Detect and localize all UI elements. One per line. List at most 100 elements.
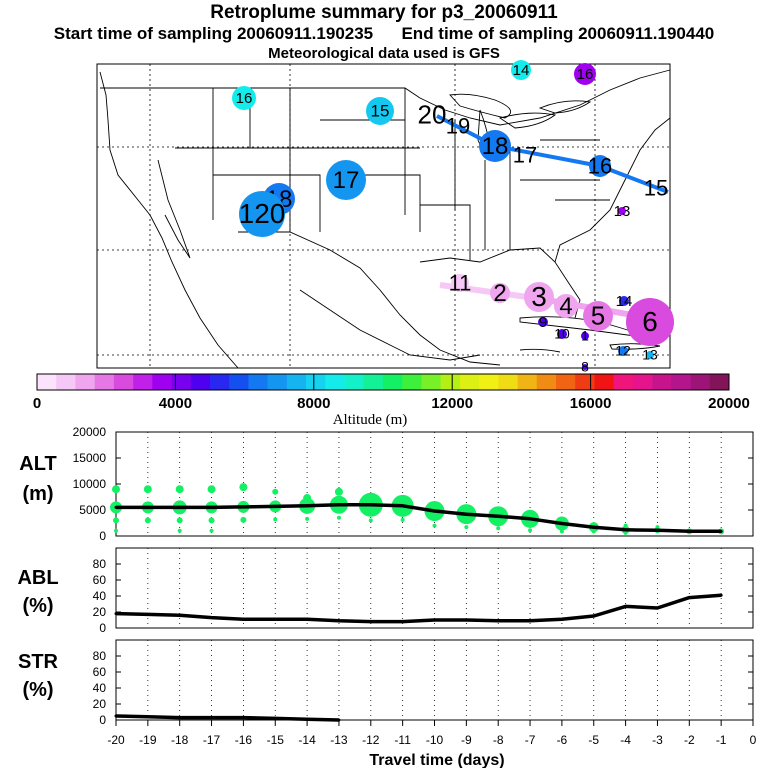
altitude-scatter-point	[368, 518, 373, 523]
y-tick-label: 20	[93, 605, 107, 619]
x-tick-label: -16	[235, 733, 253, 747]
plume-circle	[538, 317, 548, 327]
series-point	[719, 529, 723, 533]
y-tick-label: 60	[93, 573, 107, 587]
x-tick-label: 0	[750, 733, 757, 747]
altitude-scatter-point	[334, 487, 343, 496]
plume-day-label: 14	[616, 293, 633, 310]
plume-circle	[524, 282, 554, 312]
chart-title: Retroplume summary for p3_20060911	[210, 2, 558, 23]
time-series-panels: 0 5000 10000 15000 20000 ALT (m) 0 20 40 60 80 ABL (%…	[17, 425, 754, 727]
plume-day-label: 4	[559, 293, 572, 320]
plume-marker: 2	[490, 280, 510, 307]
plume-day-label: 3	[531, 281, 547, 312]
colorbar-cell	[459, 374, 480, 390]
series-point	[401, 504, 405, 508]
colorbar-cell	[402, 374, 422, 390]
plume-marker: 14	[616, 293, 633, 310]
plume-day-label: 2	[493, 280, 506, 307]
plume-day-label: 20	[418, 100, 447, 130]
altitude-scatter-point	[464, 525, 469, 530]
y-tick-label: 60	[93, 665, 107, 679]
series-point	[146, 505, 150, 509]
y-tick-label: 0	[99, 621, 106, 635]
plume-day-label: 6	[642, 306, 658, 337]
plume-day-label: 11	[449, 270, 472, 295]
altitude-scatter-point	[623, 530, 628, 535]
colorbar-cell	[363, 374, 384, 390]
x-tick-label: -19	[139, 733, 157, 747]
series-point	[369, 503, 373, 507]
panel-ylabel: STR	[18, 651, 59, 673]
series-point	[624, 604, 628, 608]
colorbar-cell	[248, 374, 268, 390]
plume-day-label: 15	[371, 102, 390, 121]
colorbar-cell	[325, 374, 345, 390]
series-point	[719, 593, 723, 597]
x-tick-label: -6	[557, 733, 568, 747]
plume-circle	[626, 298, 674, 346]
x-tick-label: -11	[394, 733, 411, 747]
plume-marker: 17	[513, 142, 537, 167]
colorbar-cell	[652, 374, 672, 390]
altitude-scatter-point	[432, 523, 437, 528]
plume-day-label: 12	[615, 343, 631, 359]
series-line	[115, 593, 722, 624]
y-tick-label: 10000	[73, 477, 107, 491]
x-tick-label: -15	[267, 733, 285, 747]
colorbar-cell	[479, 374, 499, 390]
plume-day-label: 18	[482, 133, 509, 160]
series-point	[528, 619, 532, 623]
plume-circle	[574, 63, 596, 85]
plume-circle	[232, 86, 256, 110]
series-point	[114, 612, 118, 616]
colorbar-cell	[671, 374, 691, 390]
colorbar-tick-label: 12000	[431, 395, 473, 412]
plume-circle	[479, 130, 511, 162]
colorbar-tick-label: 4000	[159, 395, 192, 412]
series-point	[592, 525, 596, 529]
colorbar-cell	[440, 374, 461, 390]
colorbar-cell	[229, 374, 249, 390]
colorbar-cell	[344, 374, 365, 390]
colorbar-cell	[210, 374, 230, 390]
plume-marker: 8	[581, 359, 589, 375]
colorbar-cell	[690, 374, 711, 390]
altitude-scatter-point	[305, 516, 310, 521]
plume-circle	[511, 60, 531, 80]
y-tick-label: 0	[99, 529, 106, 543]
colorbar-cell	[383, 374, 403, 390]
plume-circle	[554, 294, 578, 318]
plume-marker: 12	[615, 343, 631, 359]
plume-marker: 14	[511, 60, 531, 80]
plume-day-label: 15	[644, 175, 668, 200]
colorbar-cell	[190, 374, 211, 390]
y-tick-label: 0	[99, 713, 106, 727]
series-point	[146, 612, 150, 616]
series-point	[114, 714, 118, 718]
colorbar-cell	[575, 374, 595, 390]
series-point	[114, 505, 118, 509]
x-tick-label: -17	[203, 733, 221, 747]
x-tick-label: -8	[493, 733, 504, 747]
series-point	[496, 514, 500, 518]
altitude-scatter-point	[112, 485, 120, 494]
colorbar-cell	[421, 374, 441, 390]
colorbar-tick-label: 8000	[297, 395, 330, 412]
x-axis: -20 -19 -18 -17 -16 -15 -14 -13 -12 -11 -10 -9 -8 -7-…	[107, 720, 757, 747]
x-tick-label: -3	[652, 733, 663, 747]
plume-day-label: 1	[581, 328, 589, 344]
colorbar-cell	[536, 374, 557, 390]
altitude-scatter-point	[559, 529, 564, 534]
altitude-scatter-point	[208, 517, 215, 524]
series-point	[146, 715, 150, 719]
plume-day-label: 14	[513, 62, 530, 79]
colorbar-tick-label: 0	[33, 395, 41, 412]
colorbar-cell	[709, 374, 730, 390]
plume-circle	[589, 155, 611, 177]
series-point	[433, 618, 436, 622]
plume-marker: 16	[588, 153, 612, 178]
series-point	[624, 528, 628, 532]
series-point	[305, 717, 309, 721]
